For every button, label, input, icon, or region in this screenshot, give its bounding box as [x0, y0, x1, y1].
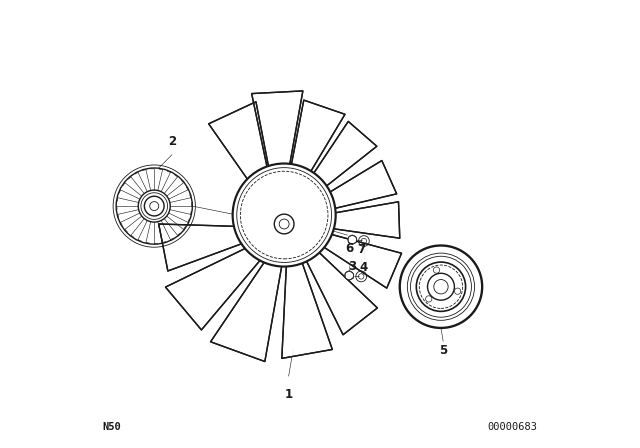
Polygon shape [159, 224, 250, 271]
Text: 5: 5 [439, 344, 447, 357]
Polygon shape [282, 256, 332, 358]
Circle shape [428, 273, 454, 300]
Polygon shape [209, 102, 273, 198]
Polygon shape [287, 100, 345, 187]
Text: 2: 2 [168, 134, 176, 148]
Circle shape [275, 214, 294, 234]
Polygon shape [313, 160, 397, 212]
Text: 6: 6 [345, 242, 353, 255]
Circle shape [417, 262, 466, 311]
Circle shape [348, 235, 356, 244]
Polygon shape [303, 246, 378, 335]
Polygon shape [252, 91, 303, 186]
Polygon shape [301, 121, 377, 199]
Text: 1: 1 [285, 388, 292, 401]
Circle shape [138, 190, 170, 222]
Text: 4: 4 [360, 261, 368, 275]
Text: 7: 7 [357, 243, 365, 256]
Text: 3: 3 [348, 260, 356, 273]
Text: 00000683: 00000683 [487, 422, 538, 432]
Polygon shape [315, 202, 400, 238]
Polygon shape [211, 260, 282, 362]
Circle shape [400, 246, 482, 328]
Polygon shape [166, 246, 262, 330]
Text: N50: N50 [102, 422, 122, 432]
Circle shape [145, 196, 164, 216]
Circle shape [344, 271, 353, 280]
Polygon shape [312, 230, 401, 288]
Circle shape [232, 164, 335, 267]
